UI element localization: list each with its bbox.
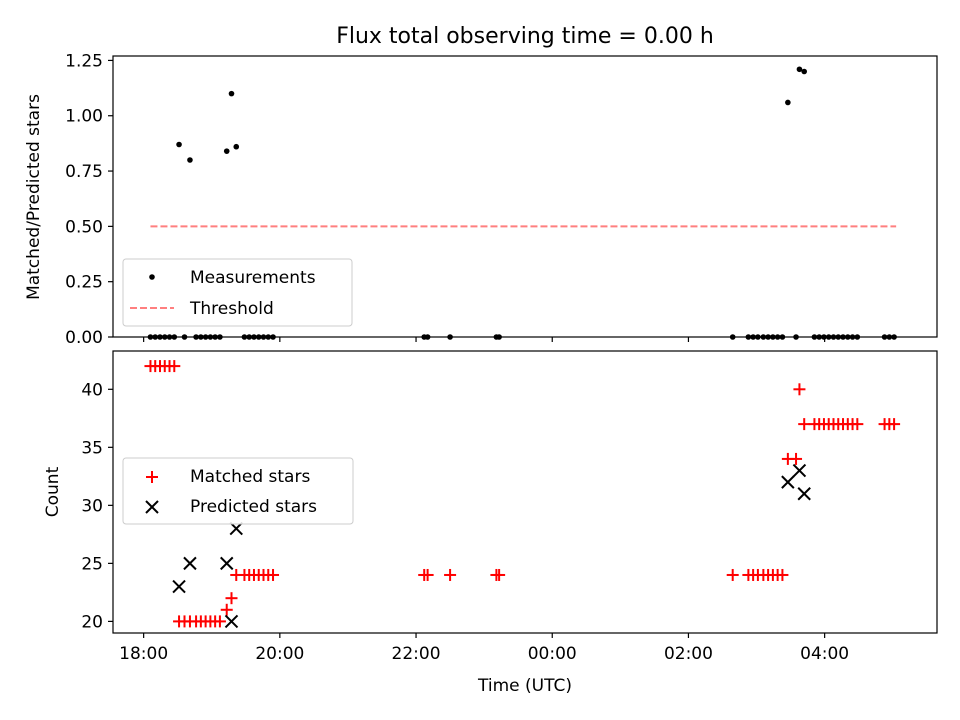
measurement-point — [233, 143, 240, 150]
matched-star-point — [793, 383, 806, 396]
chart-title: Flux total observing time = 0.00 h — [336, 24, 714, 49]
matched-star-point — [168, 360, 181, 373]
measurement-point — [801, 68, 808, 75]
legend-label-measurements: Measurements — [190, 268, 316, 288]
bottom-x-ticks: 18:00 20:00 22:00 00:00 02:00 04:00 — [119, 633, 849, 664]
measurement-point — [187, 157, 193, 163]
x-tick-label: 04:00 — [800, 644, 849, 664]
x-tick-label: 22:00 — [392, 644, 441, 664]
matched-star-point — [776, 568, 789, 581]
matched-star-point — [220, 603, 233, 616]
matched-star-point — [493, 568, 506, 581]
y-tick-label: 25 — [81, 554, 103, 574]
legend-label-matched-stars: Matched stars — [190, 467, 310, 487]
x-tick-label: 18:00 — [119, 644, 168, 664]
predicted-star-point — [781, 475, 795, 489]
top-panel: 0.00 0.25 0.50 0.75 1.00 1.25 Matched/Predict… — [24, 51, 938, 348]
predicted-star-point — [224, 614, 239, 629]
matched-star-point — [851, 418, 864, 431]
x-axis-label: Time (UTC) — [477, 676, 572, 696]
predicted-star-point — [220, 556, 234, 571]
top-y-axis-label: Matched/Predicted stars — [24, 94, 44, 300]
x-tick-label: 00:00 — [528, 644, 577, 664]
predicted-star-point — [229, 521, 243, 536]
bottom-axes-frame — [112, 350, 938, 634]
bottom-legend: Matched stars Predicted stars — [122, 457, 354, 525]
bottom-plot-marks — [144, 360, 901, 629]
matched-star-point — [225, 592, 238, 605]
legend-label-predicted-stars: Predicted stars — [190, 497, 317, 517]
y-tick-label: 20 — [81, 612, 103, 632]
predicted-star-point — [797, 487, 811, 501]
matched-star-point — [790, 452, 803, 465]
bottom-y-ticks: 20 25 30 35 40 — [81, 380, 113, 632]
y-tick-label: 0.50 — [65, 217, 103, 237]
y-tick-label: 1.25 — [65, 51, 103, 71]
legend-x-icon — [145, 500, 159, 514]
predicted-star-point — [172, 579, 186, 594]
matched-star-point — [726, 568, 739, 581]
matched-star-point — [888, 418, 901, 431]
matched-star-point — [798, 418, 811, 431]
y-tick-label: 0.75 — [65, 162, 103, 182]
legend-label-threshold: Threshold — [189, 299, 274, 319]
x-tick-label: 02:00 — [664, 644, 713, 664]
measurement-point — [176, 141, 182, 148]
matched-star-point — [267, 568, 280, 581]
measurement-point — [785, 99, 791, 106]
y-tick-label: 0.00 — [65, 328, 103, 348]
y-tick-label: 1.00 — [65, 107, 103, 127]
matched-star-point — [444, 568, 457, 581]
y-tick-label: 40 — [81, 380, 103, 400]
top-y-ticks: 0.00 0.25 0.50 0.75 1.00 1.25 — [65, 51, 113, 348]
y-tick-label: 30 — [81, 496, 103, 516]
top-legend: Measurements Threshold — [122, 258, 353, 327]
x-tick-label: 20:00 — [255, 644, 304, 664]
predicted-star-point — [183, 556, 197, 571]
y-tick-label: 35 — [81, 438, 103, 458]
matched-star-point — [213, 615, 226, 628]
legend-plus-icon — [146, 471, 158, 483]
legend-dot-icon — [149, 274, 155, 280]
top-x-ticks — [143, 337, 826, 342]
y-tick-label: 0.25 — [65, 273, 103, 293]
measurement-point — [228, 90, 235, 97]
measurement-point — [796, 66, 803, 73]
bottom-panel: 20 25 30 35 40 18:00 20:00 22:00 00:00 02:00 04:0… — [43, 350, 938, 696]
measurement-point — [223, 148, 230, 154]
top-axes-frame — [112, 55, 938, 338]
predicted-star-point — [792, 463, 807, 478]
bottom-y-axis-label: Count — [43, 466, 63, 517]
matched-star-point — [421, 568, 434, 581]
